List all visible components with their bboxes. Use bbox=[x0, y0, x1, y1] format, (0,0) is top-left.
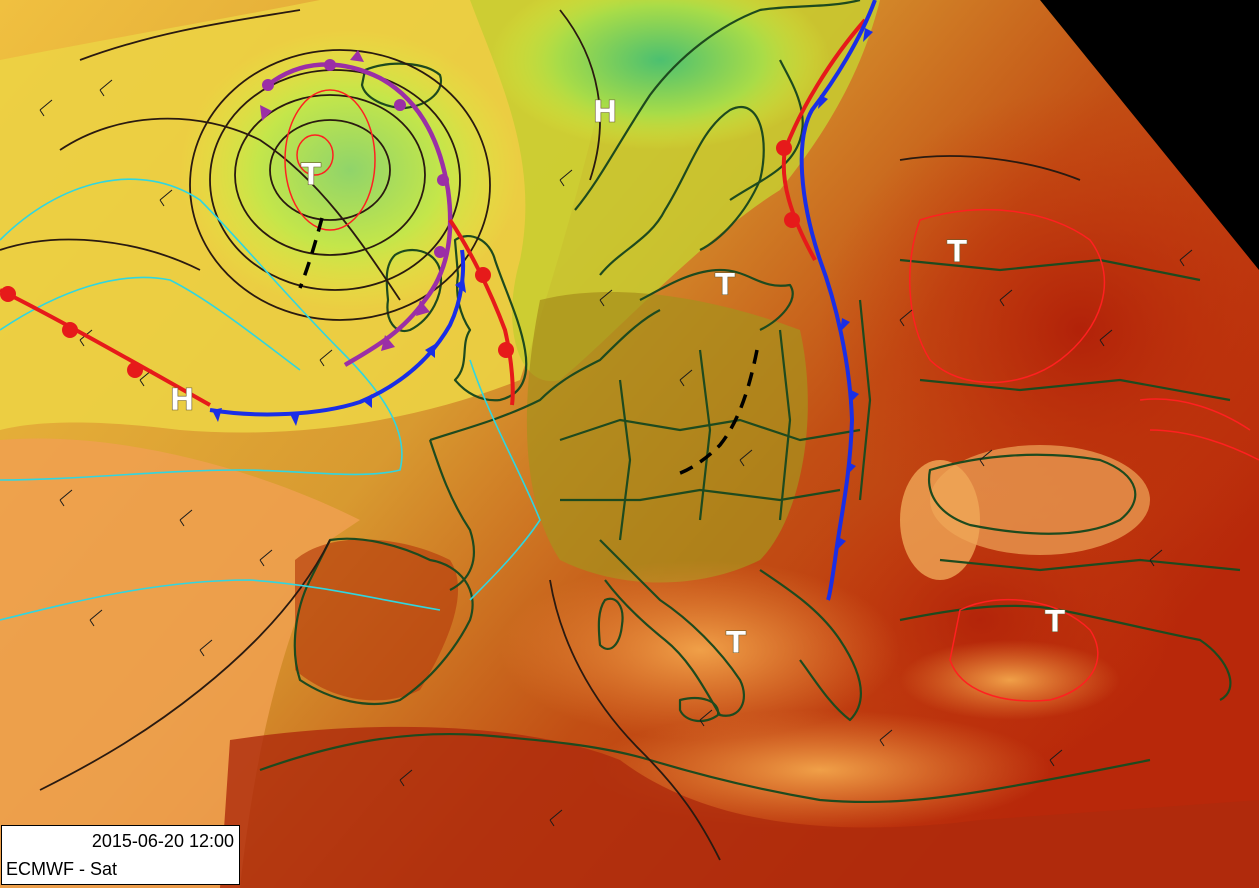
pressure-center-low-baltic: T bbox=[715, 268, 736, 303]
warm-isolines bbox=[284, 89, 1259, 702]
isobars bbox=[0, 9, 1081, 861]
pressure-center-low-italy: T bbox=[726, 626, 747, 661]
cold-fronts bbox=[209, 0, 877, 601]
valid-time-label: 2015-06-20 12:00 bbox=[91, 831, 234, 851]
pressure-center-low-iceland: T bbox=[301, 158, 322, 193]
pressure-center-high-atlantic: H bbox=[169, 383, 194, 418]
model-source-label: ECMWF - Sat bbox=[6, 859, 117, 879]
pressure-centers: T H T T H T T bbox=[169, 95, 1066, 662]
warm-fronts bbox=[0, 18, 867, 407]
troughs bbox=[298, 217, 759, 477]
map-info-box: 2015-06-20 12:00 ECMWF - Sat bbox=[1, 825, 240, 885]
pressure-center-low-russia: T bbox=[947, 235, 968, 270]
pressure-center-low-turkey: T bbox=[1045, 605, 1066, 640]
pressure-center-high-norway: H bbox=[592, 95, 617, 130]
occluded-front bbox=[260, 50, 453, 367]
cold-isolines bbox=[0, 178, 541, 621]
coastlines bbox=[259, 0, 1241, 804]
